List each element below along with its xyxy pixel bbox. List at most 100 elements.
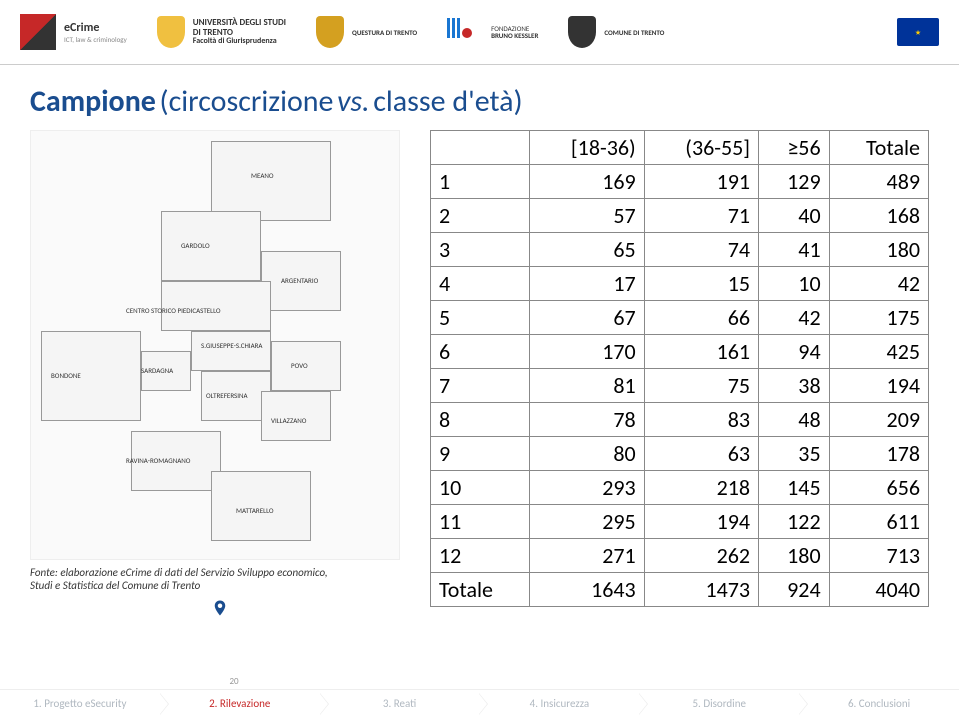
table-cell: 218 (644, 471, 758, 505)
map-label-sardagna: SARDAGNA (141, 366, 173, 375)
map-area: MEANO GARDOLO ARGENTARIO CENTRO STORICO … (30, 130, 400, 560)
table-cell: 170 (530, 335, 644, 369)
table-cell: 38 (759, 369, 830, 403)
title-row: Campione (circoscrizione vs. classe d'et… (0, 65, 959, 130)
footer-step[interactable]: 1. Progetto eSecurity (0, 689, 160, 717)
map-label-bondone: BONDONE (51, 371, 81, 380)
uni-shield-icon (157, 16, 185, 48)
table-cell: 4040 (829, 573, 928, 607)
table-cell: 17 (530, 267, 644, 301)
map-label-mattarello: MATTARELLO (236, 506, 274, 515)
table-cell: 12 (431, 539, 530, 573)
title-paren-open: (circoscrizione (160, 83, 334, 120)
logo-ecrime-block: eCrime ICT, law & criminology (20, 14, 127, 50)
table-cell: 10 (759, 267, 830, 301)
footer-step[interactable]: 3. Reati (320, 689, 480, 717)
table-header: ≥56 (759, 131, 830, 165)
table-cell: 4 (431, 267, 530, 301)
table-cell: 293 (530, 471, 644, 505)
fbk-icon (447, 18, 483, 46)
footer-step[interactable]: 2. Rilevazione (160, 689, 320, 717)
table-column: [18-36)(36-55]≥56Totale 1169191129489257… (430, 130, 929, 620)
table-cell: 122 (759, 505, 830, 539)
table-cell: 63 (644, 437, 758, 471)
table-cell: 8 (431, 403, 530, 437)
map-label-gardolo: GARDOLO (181, 241, 210, 250)
table-cell: 194 (829, 369, 928, 403)
table-cell: 271 (530, 539, 644, 573)
footer-nav: 1. Progetto eSecurity2. Rilevazione3. Re… (0, 689, 959, 717)
table-cell: 656 (829, 471, 928, 505)
fbk-bottom: BRUNO KESSLER (491, 32, 538, 39)
table-row: 12271262180713 (431, 539, 929, 573)
ecrime-icon (20, 14, 56, 50)
table-cell: 713 (829, 539, 928, 573)
table-cell: 11 (431, 505, 530, 539)
table-row: 5676642175 (431, 301, 929, 335)
table-cell: 295 (530, 505, 644, 539)
footer-step[interactable]: 4. Insicurezza (479, 689, 639, 717)
table-cell: 180 (759, 539, 830, 573)
table-cell: 78 (530, 403, 644, 437)
table-header: Totale (829, 131, 928, 165)
table-cell: 67 (530, 301, 644, 335)
table-cell: 35 (759, 437, 830, 471)
map-label-villazzano: VILLAZZANO (271, 416, 306, 425)
table-cell: 71 (644, 199, 758, 233)
table-cell: 2 (431, 199, 530, 233)
ecrime-sub: ICT, law & criminology (64, 35, 127, 44)
logo-fbk-block: FONDAZIONE BRUNO KESSLER (447, 18, 538, 46)
table-header (431, 131, 530, 165)
table-cell: 175 (829, 301, 928, 335)
map-label-meano: MEANO (251, 171, 274, 180)
comune-label: COMUNE DI TRENTO (604, 28, 664, 37)
table-cell: 178 (829, 437, 928, 471)
table-cell: 145 (759, 471, 830, 505)
table-cell: 425 (829, 335, 928, 369)
table-row: 617016194425 (431, 335, 929, 369)
table-cell: 57 (530, 199, 644, 233)
table-cell: 40 (759, 199, 830, 233)
eu-flag-icon: ⋆ (897, 18, 939, 46)
table-row: 11295194122611 (431, 505, 929, 539)
table-row: 3657441180 (431, 233, 929, 267)
table-cell: 161 (644, 335, 758, 369)
title-vs: vs. (337, 83, 370, 120)
footer-step[interactable]: 6. Conclusioni (799, 689, 959, 717)
footer-step[interactable]: 5. Disordine (639, 689, 799, 717)
logo-comune-block: COMUNE DI TRENTO (568, 16, 664, 48)
title-paren-close: classe d'età) (373, 83, 522, 120)
map-label-ravina: RAVINA-ROMAGNANO (126, 456, 190, 465)
table-cell: 1643 (530, 573, 644, 607)
table-cell: 169 (530, 165, 644, 199)
table-cell: 41 (759, 233, 830, 267)
table-row: 7817538194 (431, 369, 929, 403)
table-cell: 168 (829, 199, 928, 233)
table-cell: 180 (829, 233, 928, 267)
data-table: [18-36)(36-55]≥56Totale 1169191129489257… (430, 130, 929, 607)
table-row: 10293218145656 (431, 471, 929, 505)
map-column: MEANO GARDOLO ARGENTARIO CENTRO STORICO … (30, 130, 410, 620)
table-cell: 48 (759, 403, 830, 437)
table-cell: Totale (431, 573, 530, 607)
table-cell: 191 (644, 165, 758, 199)
table-header: [18-36) (530, 131, 644, 165)
questura-label: QUESTURA DI TRENTO (352, 28, 417, 37)
table-cell: 80 (530, 437, 644, 471)
table-cell: 262 (644, 539, 758, 573)
page-number: 20 (230, 676, 239, 687)
map-label-oltrefersina: OLTREFERSINA (206, 391, 248, 400)
table-row: 9806335178 (431, 437, 929, 471)
table-row: 1169191129489 (431, 165, 929, 199)
map-marker-icon (211, 596, 229, 620)
content-row: MEANO GARDOLO ARGENTARIO CENTRO STORICO … (0, 130, 959, 620)
table-cell: 194 (644, 505, 758, 539)
table-cell: 94 (759, 335, 830, 369)
source-line1: Fonte: elaborazione eCrime di dati del S… (30, 566, 328, 579)
table-cell: 10 (431, 471, 530, 505)
table-cell: 42 (829, 267, 928, 301)
table-cell: 924 (759, 573, 830, 607)
table-cell: 611 (829, 505, 928, 539)
table-cell: 42 (759, 301, 830, 335)
table-cell: 9 (431, 437, 530, 471)
